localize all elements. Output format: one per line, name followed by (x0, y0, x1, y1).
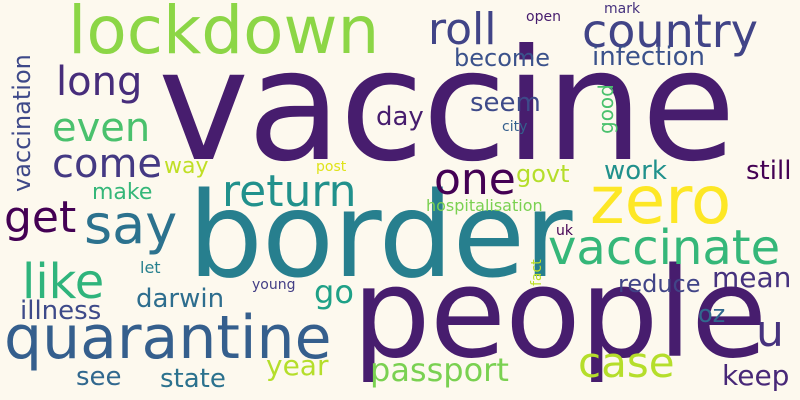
word-day: day (376, 102, 424, 132)
word-see: see (76, 362, 122, 392)
word-come: come (52, 141, 163, 187)
word-zero: zero (590, 162, 732, 239)
word-year: year (266, 349, 329, 382)
word-let: let (140, 258, 161, 277)
word-go: go (314, 273, 354, 311)
word-quarantine: quarantine (4, 303, 332, 373)
word-say: say (84, 193, 178, 256)
word-return: return (222, 166, 357, 217)
word-illness: illness (20, 296, 102, 326)
word-become: become (454, 44, 551, 72)
word-border: border (188, 166, 573, 304)
word-darwin: darwin (136, 284, 225, 314)
word-mark: mark (604, 1, 641, 17)
word-keep: keep (722, 359, 790, 392)
word-hospitalisation: hospitalisation (426, 196, 543, 215)
word-lockdown: lockdown (68, 0, 380, 69)
word-one: one (434, 154, 516, 205)
word-even: even (52, 105, 151, 151)
word-good: good (594, 84, 618, 134)
word-vaccination: vaccination (8, 54, 36, 192)
word-state: state (160, 364, 226, 394)
word-govt: govt (516, 160, 570, 188)
word-roll: roll (428, 4, 497, 55)
word-post: post (316, 159, 347, 175)
word-long: long (56, 59, 143, 105)
word-vaccine: vaccine (158, 17, 736, 196)
word-infection: infection (592, 42, 705, 72)
word-young: young (252, 277, 296, 293)
word-fact: fact (529, 259, 545, 286)
word-still: still (746, 156, 792, 186)
word-way: way (164, 154, 209, 179)
word-reduce: reduce (618, 270, 701, 298)
word-country: country (582, 4, 758, 58)
word-make: make (92, 180, 153, 205)
word-oz: oz (698, 300, 726, 328)
word-open: open (526, 9, 561, 25)
word-mean: mean (712, 261, 792, 294)
word-seem: seem (470, 88, 541, 118)
word-like: like (22, 254, 105, 310)
word-work: work (604, 156, 667, 186)
word-city: city (502, 119, 528, 135)
word-passport: passport (370, 351, 509, 389)
word-u: u (756, 306, 784, 357)
word-uk: uk (556, 223, 573, 239)
word-case: case (578, 338, 675, 387)
word-vaccinate: vaccinate (548, 220, 781, 276)
word-people: people (352, 242, 767, 386)
word-get: get (4, 192, 77, 243)
